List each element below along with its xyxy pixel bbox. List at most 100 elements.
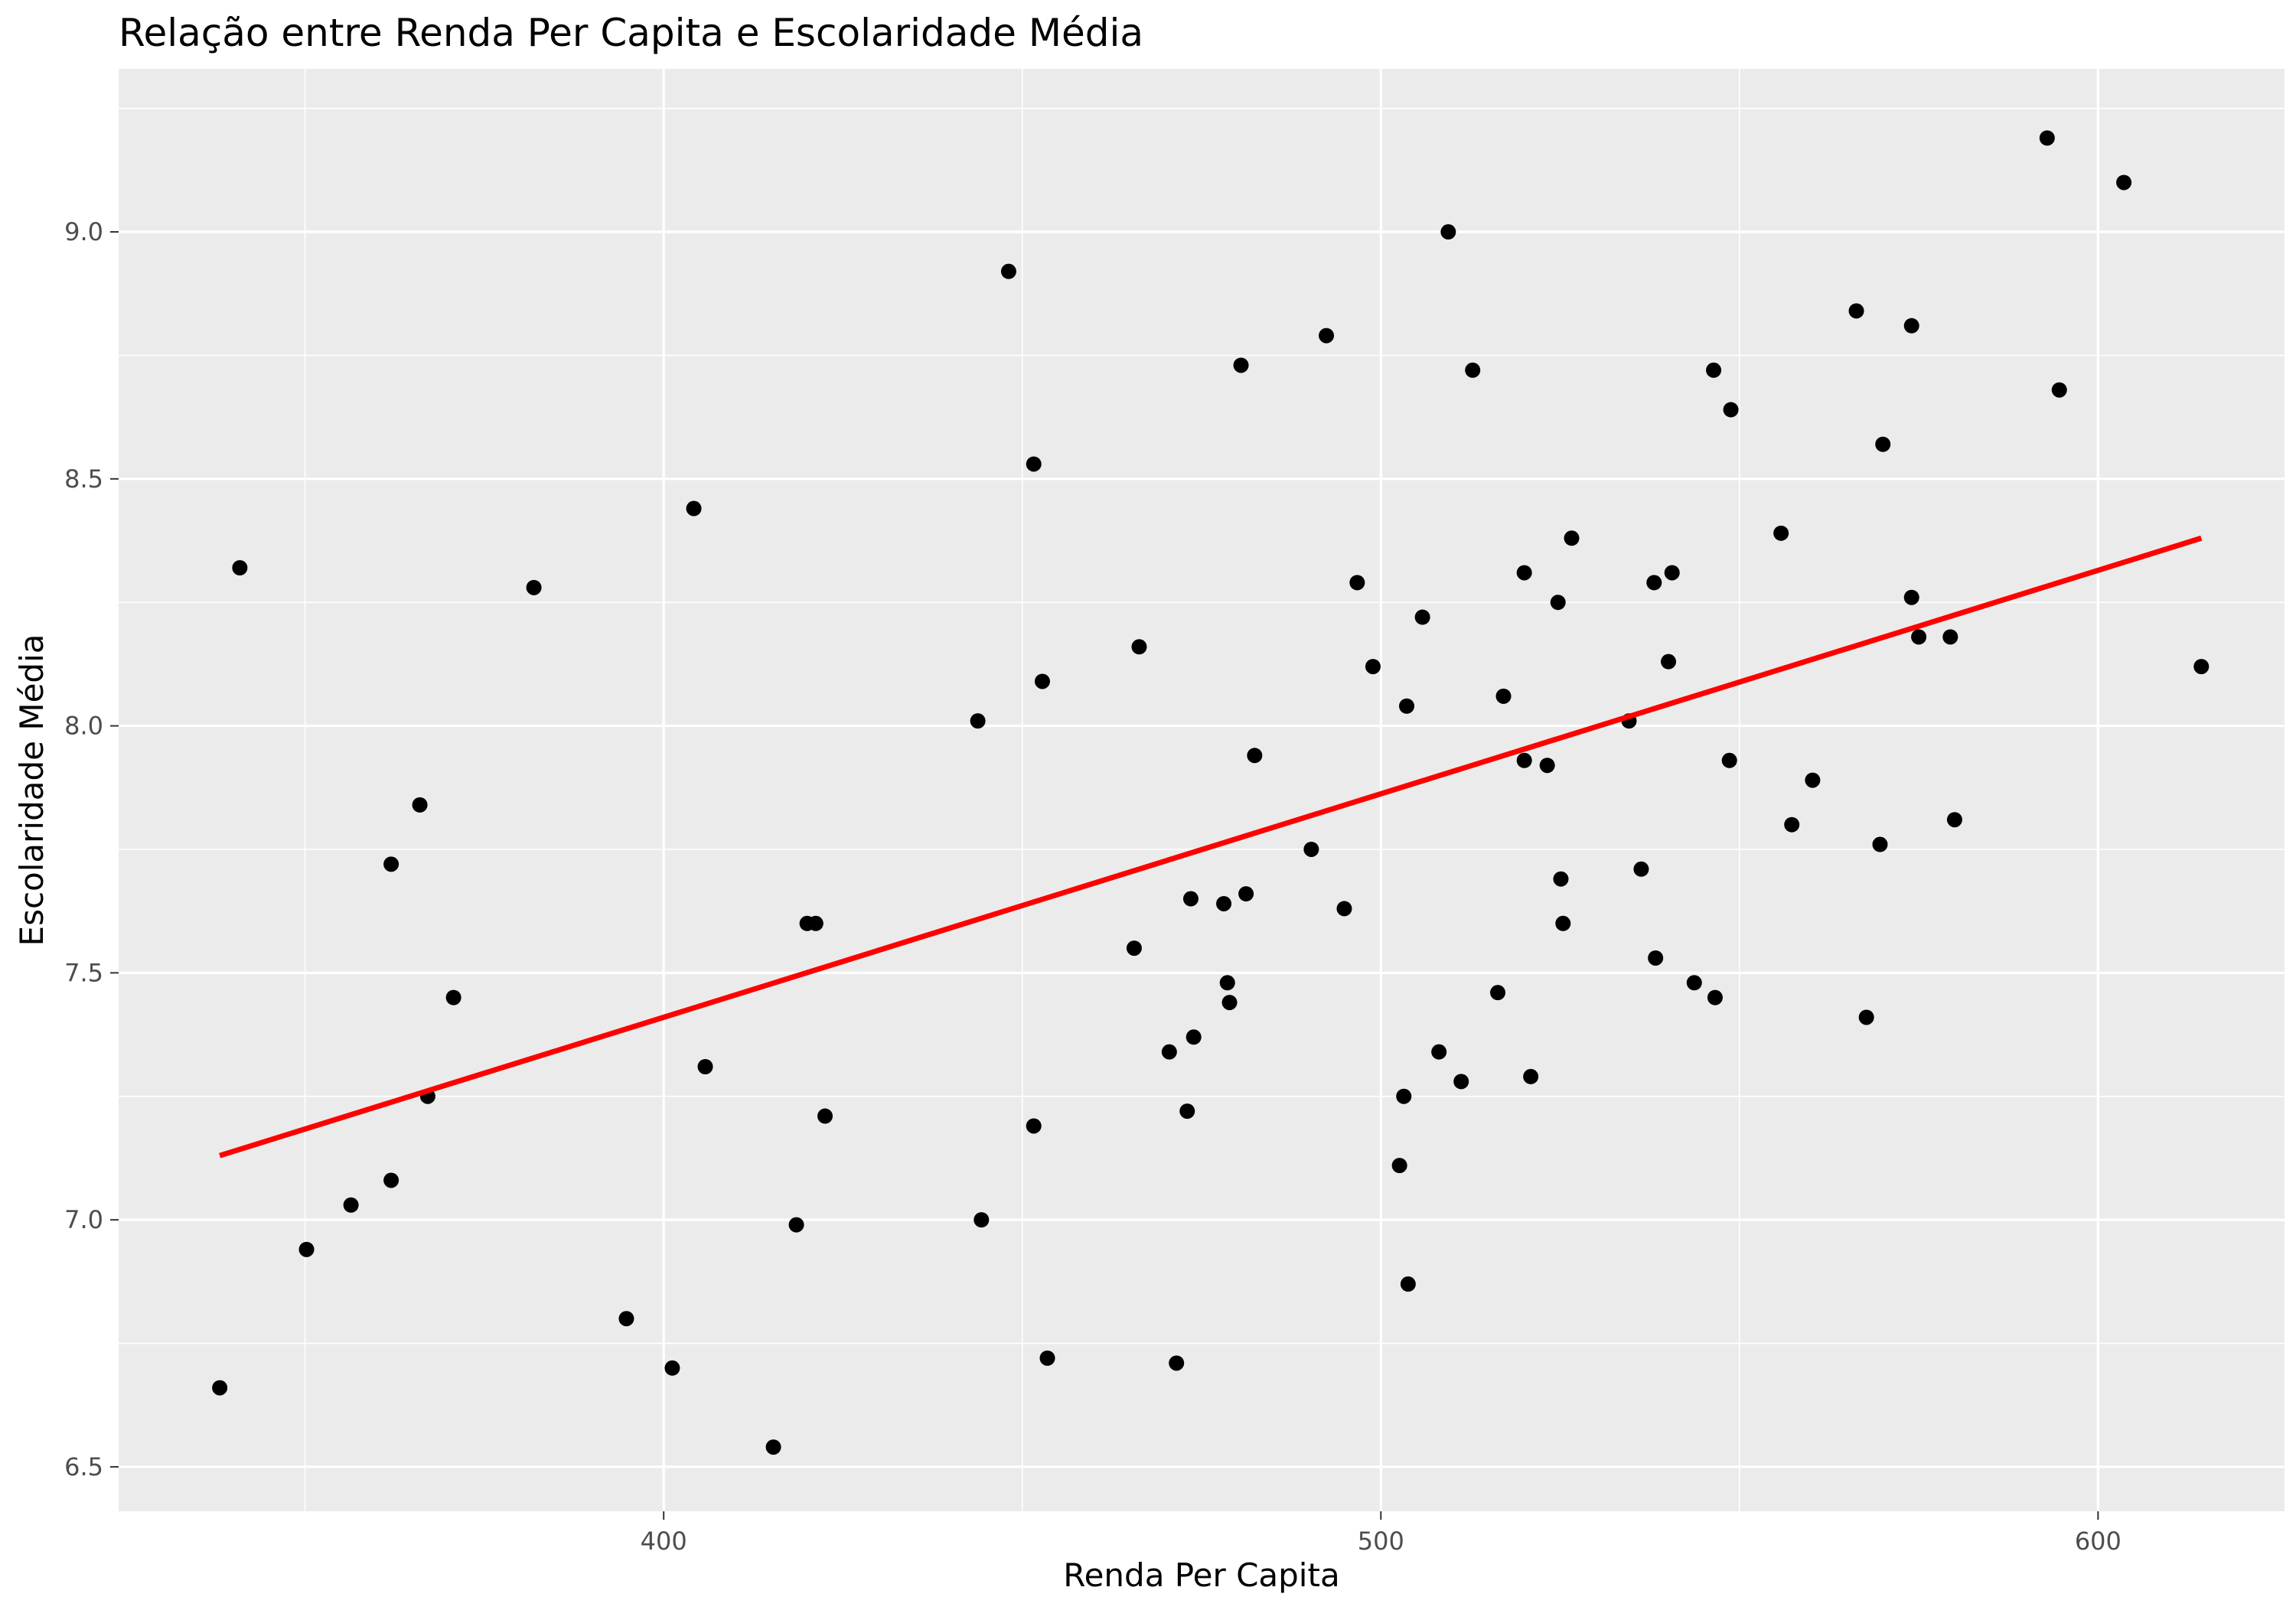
data-point [664, 1360, 680, 1376]
x-axis-title: Renda Per Capita [1063, 1556, 1339, 1594]
data-point [1911, 629, 1927, 645]
x-tick-label: 500 [1358, 1527, 1404, 1556]
data-point [1942, 629, 1958, 645]
data-point [697, 1059, 713, 1075]
data-point [1396, 1088, 1412, 1104]
data-point [1336, 901, 1352, 917]
data-point [686, 500, 702, 517]
data-point [1516, 565, 1532, 581]
data-point [1126, 940, 1142, 957]
x-tick-label: 600 [2075, 1527, 2122, 1556]
data-point [1431, 1044, 1447, 1060]
data-point [1026, 1118, 1042, 1134]
data-point [526, 579, 542, 595]
data-point [807, 915, 823, 931]
data-point [1391, 1158, 1407, 1174]
data-point [1633, 861, 1649, 877]
data-point [1000, 263, 1016, 279]
data-point [445, 989, 461, 1005]
data-point [2051, 382, 2067, 398]
data-point [1555, 915, 1571, 931]
data-point [1946, 812, 1962, 828]
data-point [1186, 1029, 1202, 1045]
data-point [1365, 659, 1381, 675]
data-point [817, 1108, 833, 1124]
data-point [383, 856, 400, 872]
data-point [1686, 975, 1702, 991]
data-point [1319, 328, 1335, 344]
data-point [1903, 589, 1919, 605]
chart-title: Relação entre Renda Per Capita e Escolar… [119, 11, 1143, 55]
y-tick-label: 8.5 [64, 464, 103, 494]
y-tick-label: 7.5 [64, 958, 103, 987]
data-point [1026, 456, 1042, 472]
data-point [2193, 659, 2210, 675]
data-point [1039, 1350, 1055, 1366]
data-point [1858, 1009, 1874, 1025]
axis-ticks: 400 500 600 6.5 7.0 7.5 8.0 8.5 9.0 [64, 217, 2122, 1556]
data-point [1414, 609, 1430, 625]
data-point [1161, 1044, 1177, 1060]
data-point [232, 560, 248, 576]
data-point [1490, 985, 1506, 1001]
data-point [1648, 950, 1664, 966]
data-point [2039, 130, 2055, 146]
data-point [970, 713, 986, 729]
data-point [1238, 886, 1254, 902]
data-point [1903, 318, 1919, 334]
y-axis-title: Escolaridade Média [13, 634, 51, 947]
data-point [383, 1172, 400, 1188]
data-point [212, 1380, 228, 1396]
data-point [1034, 673, 1050, 689]
data-point [1221, 995, 1238, 1011]
data-point [343, 1197, 359, 1213]
data-point [1465, 362, 1481, 378]
data-point [1875, 436, 1891, 452]
data-point [765, 1439, 781, 1455]
data-point [1453, 1074, 1469, 1090]
data-point [1539, 758, 1555, 774]
y-tick-label: 7.0 [64, 1205, 103, 1234]
data-point [1131, 639, 1147, 655]
data-point [1723, 402, 1739, 418]
data-point [788, 1217, 804, 1233]
data-point [1661, 653, 1677, 670]
data-point [1872, 836, 1888, 852]
data-point [1179, 1103, 1195, 1120]
data-point [1216, 895, 1232, 911]
data-point [1805, 772, 1821, 788]
data-point [974, 1212, 990, 1228]
data-point [1707, 989, 1723, 1005]
data-point [412, 797, 428, 813]
y-tick-label: 6.5 [64, 1452, 103, 1481]
data-point [1721, 752, 1737, 768]
data-point [1646, 575, 1662, 591]
data-point [2116, 174, 2132, 191]
data-point [1664, 565, 1680, 581]
data-point [1784, 816, 1800, 833]
trend-line-group [219, 535, 2203, 1159]
data-point [1247, 748, 1263, 764]
data-point [1706, 362, 1722, 378]
y-tick-label: 9.0 [64, 217, 103, 246]
y-tick-label: 8.0 [64, 712, 103, 741]
data-point [1303, 841, 1319, 857]
data-point [1349, 575, 1365, 591]
x-tick-label: 400 [641, 1527, 687, 1556]
data-point [1399, 698, 1415, 714]
data-point [1440, 224, 1456, 240]
data-point [1564, 530, 1580, 546]
data-point [1553, 871, 1569, 887]
data-point [1219, 975, 1235, 991]
data-points [212, 130, 2210, 1455]
data-point [1169, 1355, 1185, 1371]
data-point [1516, 752, 1532, 768]
data-point [618, 1311, 634, 1327]
data-point [1400, 1276, 1416, 1292]
data-point [1848, 303, 1864, 319]
data-point [1233, 357, 1249, 373]
plot-panel [119, 69, 2285, 1511]
data-point [1182, 891, 1199, 907]
